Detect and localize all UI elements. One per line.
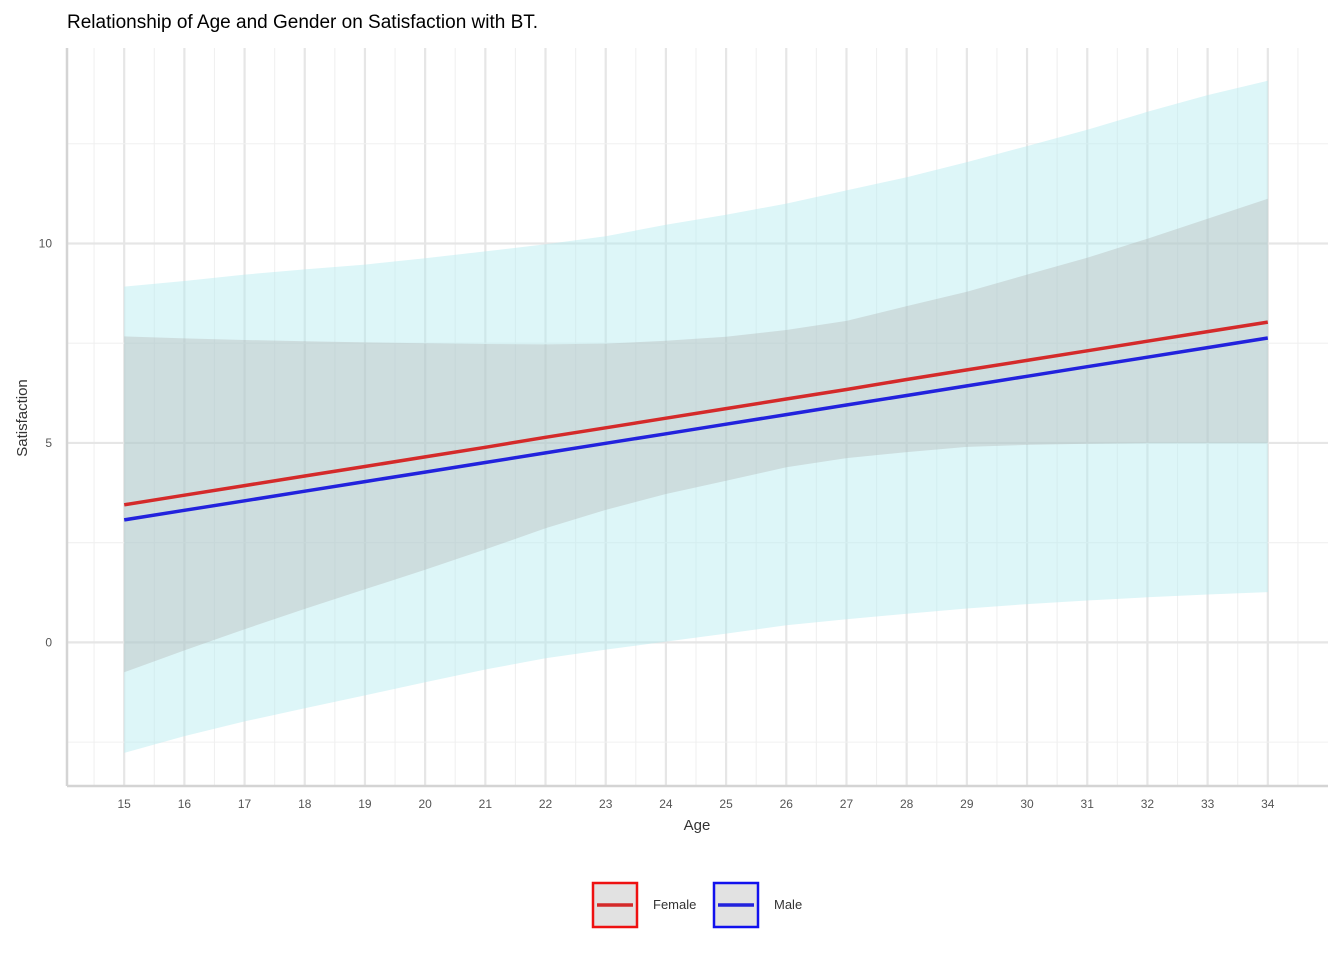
legend-item-female: Female	[591, 881, 696, 929]
x-tick-label: 27	[840, 797, 854, 811]
x-tick-label: 31	[1081, 797, 1095, 811]
y-tick-label: 5	[45, 436, 52, 450]
x-axis-label: Age	[684, 817, 711, 834]
y-axis-label: Satisfaction	[14, 379, 31, 457]
x-tick-label: 26	[780, 797, 794, 811]
axes	[65, 48, 1328, 788]
x-tick-label: 28	[900, 797, 914, 811]
x-tick-label: 23	[599, 797, 613, 811]
fit-lines	[123, 320, 1269, 522]
line-male	[123, 336, 1269, 522]
x-tick-label: 21	[479, 797, 493, 811]
x-tick-label: 22	[539, 797, 553, 811]
line-female	[123, 320, 1269, 507]
legend-label-male: Male	[774, 897, 802, 912]
tick-labels: 15 16 17 18 19 20 21 22 23 24 25 26 27 28 29 30 31 32 33 34…	[39, 236, 1275, 811]
chart-title: Relationship of Age and Gender on Satisf…	[67, 12, 538, 33]
x-tick-label: 16	[178, 797, 192, 811]
x-tick-label: 17	[238, 797, 252, 811]
x-tick-label: 20	[418, 797, 432, 811]
confidence-bands	[124, 80, 1268, 753]
legend-label-female: Female	[653, 897, 696, 912]
x-tick-label: 29	[960, 797, 974, 811]
x-tick-label: 18	[298, 797, 312, 811]
x-tick-label: 30	[1020, 797, 1034, 811]
grid-lines	[67, 48, 1328, 786]
legend: Female Male	[591, 881, 802, 929]
y-tick-label: 10	[39, 236, 53, 250]
y-tick-label: 0	[45, 635, 52, 649]
x-tick-label: 32	[1141, 797, 1155, 811]
x-tick-label: 15	[118, 797, 132, 811]
x-tick-label: 33	[1201, 797, 1215, 811]
x-tick-label: 34	[1261, 797, 1275, 811]
confidence-band-male	[124, 80, 1268, 753]
x-tick-label: 24	[659, 797, 673, 811]
x-tick-label: 19	[358, 797, 372, 811]
confidence-band-female	[124, 198, 1268, 673]
legend-item-male: Male	[712, 881, 802, 929]
x-tick-label: 25	[719, 797, 733, 811]
